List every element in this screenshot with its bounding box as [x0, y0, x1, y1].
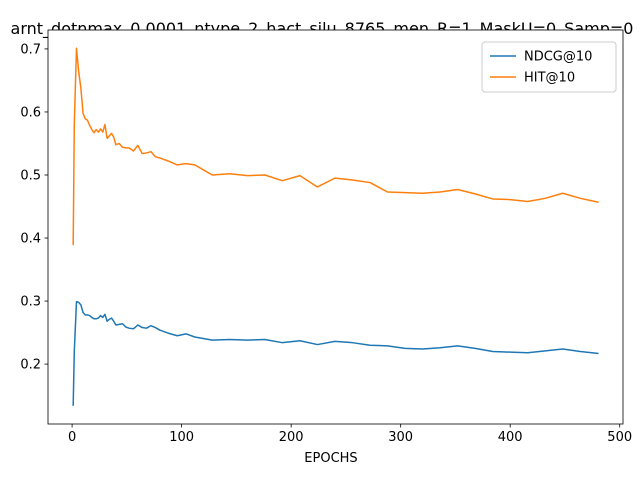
series-line-0: [72, 300, 599, 406]
legend-label-0: NDCG@10: [524, 50, 592, 65]
y-tick-label: 0.4: [20, 232, 41, 247]
y-tick-label: 0.2: [20, 358, 41, 373]
plot-background: [48, 30, 623, 424]
legend-label-1: HIT@10: [524, 71, 575, 86]
series-line-1: [72, 47, 599, 246]
x-tick-label: 200: [279, 430, 304, 445]
legend-box: [481, 41, 617, 93]
x-tick-label: 0: [68, 430, 76, 445]
axes-frame: [47, 29, 624, 425]
y-axis: 0.2 0.3 0.4 0.5 0.6 0.7: [20, 42, 48, 373]
y-tick-label: 0.7: [20, 42, 41, 57]
y-tick-label: 0.5: [20, 168, 41, 183]
axes-border: [47, 29, 624, 425]
x-tick-label: 500: [607, 430, 632, 445]
x-axis-title: EPOCHS: [304, 451, 357, 466]
series-group: [72, 47, 599, 406]
y-tick-label: 0.3: [20, 295, 41, 310]
legend: NDCG@10 HIT@10: [481, 41, 617, 93]
x-tick-label: 100: [169, 430, 194, 445]
plot-area: [48, 30, 623, 424]
x-tick-label: 300: [388, 430, 413, 445]
y-tick-label: 0.6: [20, 105, 41, 120]
x-axis: 0 100 200 300 400 500: [68, 424, 632, 445]
x-tick-label: 400: [498, 430, 523, 445]
